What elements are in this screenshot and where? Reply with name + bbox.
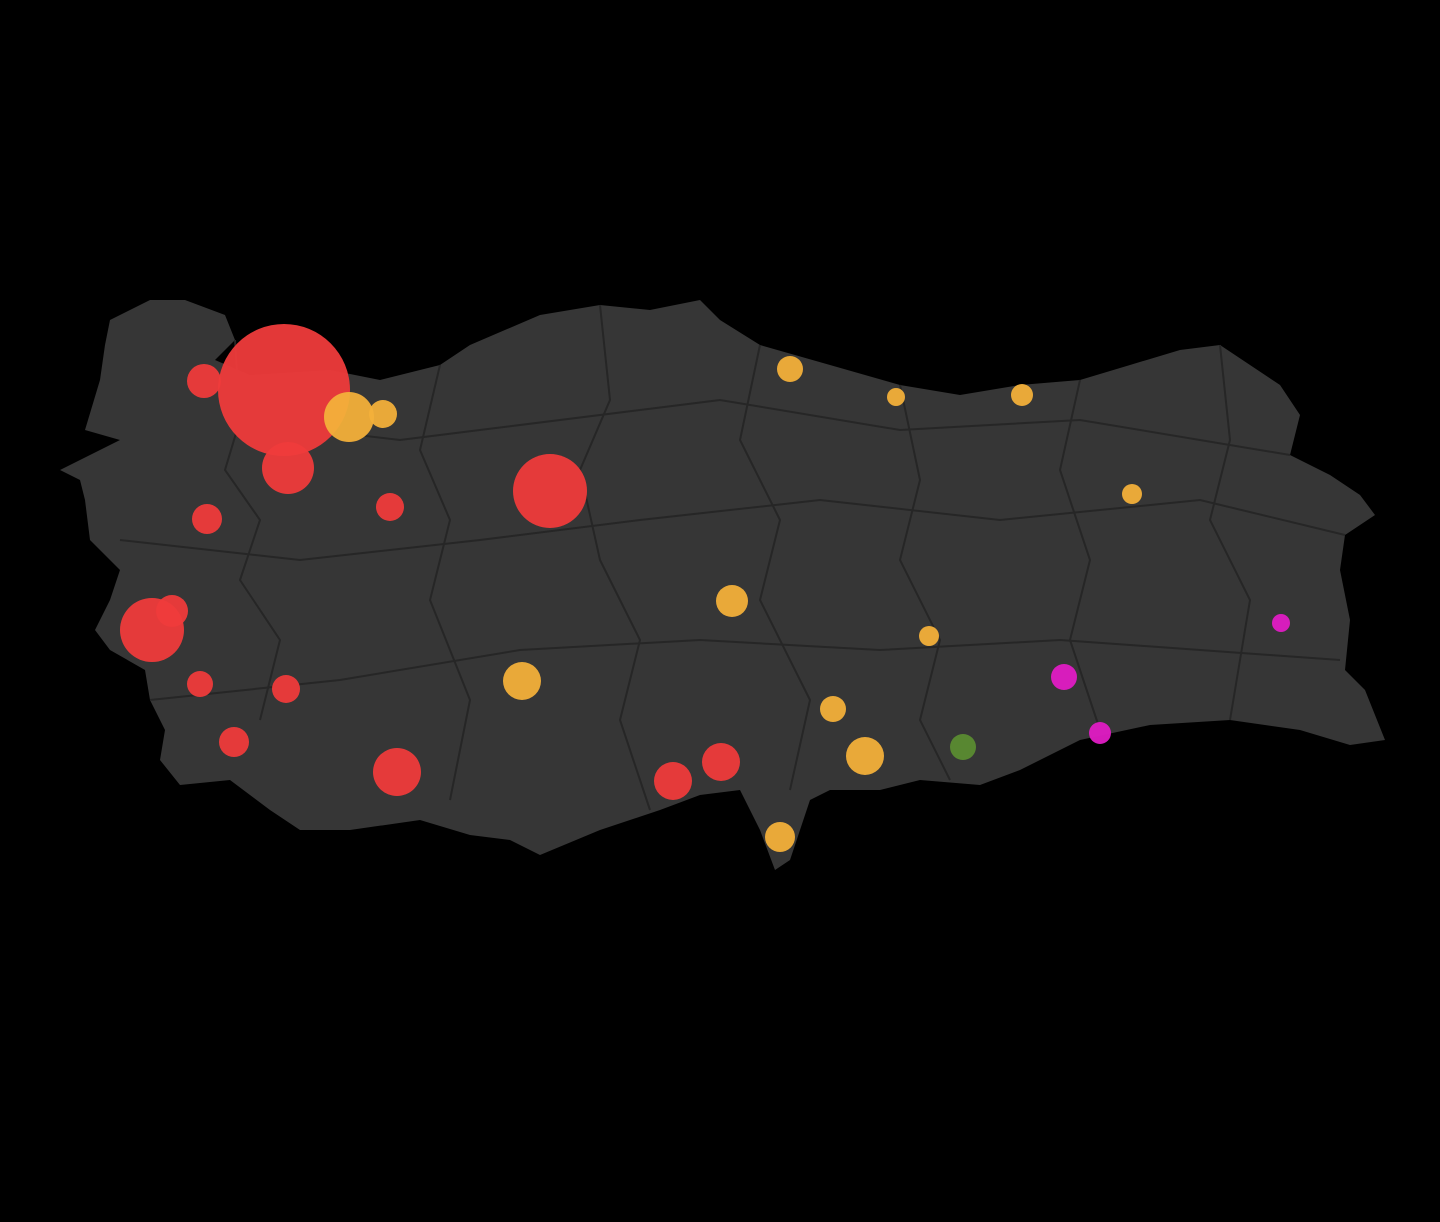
map-marker-red[interactable] [373,748,421,796]
map-marker-red[interactable] [187,364,221,398]
country-outline [60,300,1385,870]
province-borders [119,304,1346,811]
province-border [1208,344,1252,721]
map-marker-yellow[interactable] [503,662,541,700]
markers-layer [120,324,1290,852]
map-marker-magenta[interactable] [1089,722,1111,744]
map-marker-magenta[interactable] [1272,614,1290,632]
province-border [418,364,472,801]
map-marker-red[interactable] [513,454,587,528]
province-border [229,398,1291,456]
map-marker-yellow[interactable] [1122,484,1142,504]
province-border [119,498,1346,562]
province-border [738,344,812,791]
map-marker-yellow[interactable] [777,356,803,382]
map-marker-red[interactable] [219,727,249,757]
province-border [1058,379,1101,731]
province-border [578,304,651,811]
map-marker-yellow[interactable] [919,626,939,646]
map-marker-red[interactable] [376,493,404,521]
map-marker-green[interactable] [950,734,976,760]
map-marker-magenta[interactable] [1051,664,1077,690]
map-marker-yellow[interactable] [846,737,884,775]
map-marker-red[interactable] [218,324,350,456]
map-marker-red[interactable] [187,671,213,697]
map-marker-yellow[interactable] [369,400,397,428]
map-marker-yellow[interactable] [1011,384,1033,406]
province-border [898,384,951,781]
map-marker-yellow[interactable] [887,388,905,406]
map-marker-red[interactable] [262,442,314,494]
map-marker-yellow[interactable] [765,822,795,852]
province-border [149,638,1341,701]
map-marker-red[interactable] [702,743,740,781]
map-marker-yellow[interactable] [324,392,374,442]
map-marker-red[interactable] [654,762,692,800]
map-marker-red[interactable] [272,675,300,703]
map-marker-red[interactable] [192,504,222,534]
map-marker-yellow[interactable] [716,585,748,617]
map-marker-yellow[interactable] [820,696,846,722]
map-marker-red[interactable] [156,595,188,627]
